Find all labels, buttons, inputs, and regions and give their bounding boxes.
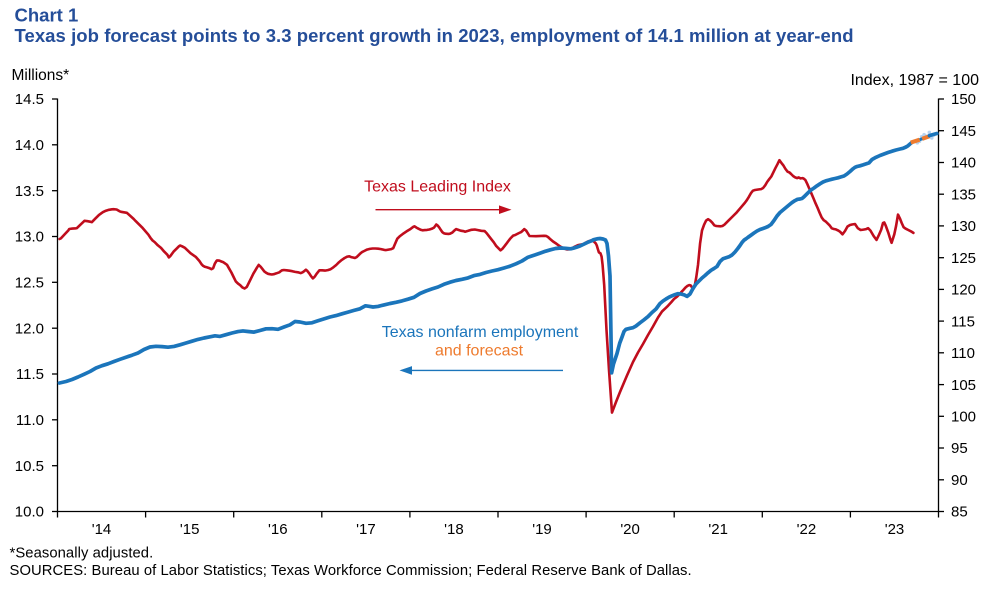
svg-text:'21: '21: [708, 521, 728, 538]
svg-text:110: 110: [951, 345, 975, 362]
svg-text:95: 95: [951, 440, 968, 457]
svg-text:120: 120: [951, 282, 976, 299]
svg-text:11.0: 11.0: [16, 412, 44, 429]
svg-text:'14: '14: [92, 521, 112, 538]
svg-text:'23: '23: [885, 521, 905, 538]
svg-text:12.5: 12.5: [15, 275, 44, 292]
svg-text:Millions*: Millions*: [12, 67, 70, 84]
svg-text:11.5: 11.5: [16, 366, 44, 383]
svg-text:90: 90: [951, 472, 968, 489]
svg-text:130: 130: [951, 218, 976, 235]
svg-text:12.0: 12.0: [15, 320, 44, 337]
svg-text:Chart 1: Chart 1: [15, 5, 79, 26]
svg-text:'15: '15: [180, 521, 200, 538]
svg-text:'16: '16: [268, 521, 288, 538]
svg-text:Texas job forecast points to 3: Texas job forecast points to 3.3 percent…: [15, 25, 854, 46]
svg-text:'19: '19: [532, 521, 552, 538]
svg-text:14.0: 14.0: [15, 137, 44, 154]
svg-text:'17: '17: [356, 521, 376, 538]
svg-text:150: 150: [951, 91, 976, 108]
svg-text:100: 100: [951, 409, 976, 426]
svg-text:135: 135: [951, 186, 976, 203]
svg-text:14.5: 14.5: [15, 91, 44, 108]
svg-text:140: 140: [951, 155, 976, 172]
svg-text:'22: '22: [797, 521, 817, 538]
svg-text:10.5: 10.5: [15, 458, 44, 475]
svg-text:145: 145: [951, 123, 976, 140]
svg-text:13.0: 13.0: [15, 229, 44, 246]
svg-text:115: 115: [951, 313, 975, 330]
svg-text:10.0: 10.0: [15, 504, 44, 521]
svg-text:13.5: 13.5: [15, 183, 44, 200]
svg-text:'18: '18: [444, 521, 464, 538]
svg-text:'20: '20: [620, 521, 640, 538]
svg-text:*Seasonally adjusted.: *Seasonally adjusted.: [10, 546, 154, 562]
svg-text:SOURCES: Bureau of Labor Stati: SOURCES: Bureau of Labor Statistics; Tex…: [10, 563, 692, 579]
svg-text:Texas Leading Index: Texas Leading Index: [364, 179, 511, 196]
svg-text:and forecast: and forecast: [435, 343, 524, 360]
svg-text:125: 125: [951, 250, 976, 267]
svg-text:Texas nonfarm employment: Texas nonfarm employment: [382, 324, 579, 341]
svg-text:85: 85: [951, 504, 968, 521]
svg-text:Index, 1987 = 100: Index, 1987 = 100: [850, 72, 979, 89]
svg-text:105: 105: [951, 377, 976, 394]
